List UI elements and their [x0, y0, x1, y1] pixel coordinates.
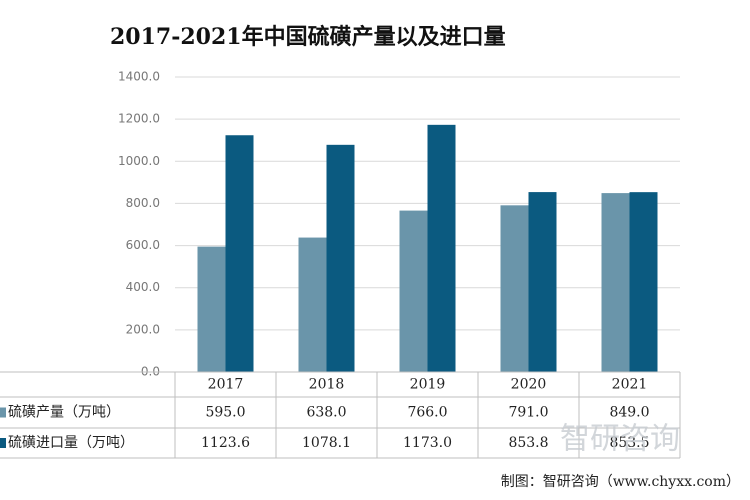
- bar: [197, 246, 226, 372]
- legend-swatch: [0, 438, 6, 448]
- x-tick-label: 2017: [208, 377, 244, 393]
- legend-label: 硫磺产量（万吨）: [8, 405, 120, 421]
- bar: [326, 144, 355, 372]
- bar: [298, 237, 327, 372]
- legend-label: 硫磺进口量（万吨）: [8, 435, 134, 451]
- bar: [500, 205, 529, 372]
- x-tick-label: 2021: [612, 377, 648, 393]
- chart-title: 2017-2021年中国硫磺产量以及进口量: [110, 24, 506, 50]
- table-value: 766.0: [407, 405, 447, 421]
- legend-swatch: [0, 407, 6, 418]
- table-value: 595.0: [205, 405, 245, 421]
- table-value: 1173.0: [403, 435, 452, 451]
- table-value: 638.0: [306, 405, 346, 421]
- y-tick-label: 600.0: [126, 238, 160, 252]
- bar: [399, 210, 428, 372]
- source: 制图：智研咨询（www.chyxx.com）: [501, 474, 740, 490]
- bar: [629, 192, 658, 372]
- bar: [528, 192, 557, 372]
- bar: [427, 124, 456, 372]
- bar: [225, 135, 254, 372]
- y-tick-label: 200.0: [126, 322, 160, 336]
- y-tick-label: 1200.0: [118, 112, 160, 126]
- table-value: 1078.1: [302, 435, 351, 451]
- x-tick-label: 2018: [309, 377, 345, 393]
- table-value: 849.0: [609, 405, 649, 421]
- table-value: 853.5: [609, 435, 649, 451]
- y-tick-label: 800.0: [126, 196, 160, 210]
- y-tick-label: 1000.0: [118, 154, 160, 168]
- table-value: 853.8: [508, 435, 548, 451]
- y-tick-label: 400.0: [126, 280, 160, 294]
- x-tick-label: 2019: [410, 377, 446, 393]
- bar: [601, 193, 630, 372]
- table-value: 791.0: [508, 405, 548, 421]
- watermark: 智研咨询: [560, 422, 680, 457]
- y-tick-label: 1400.0: [118, 70, 160, 84]
- x-tick-label: 2020: [511, 377, 547, 393]
- table-value: 1123.6: [201, 435, 250, 451]
